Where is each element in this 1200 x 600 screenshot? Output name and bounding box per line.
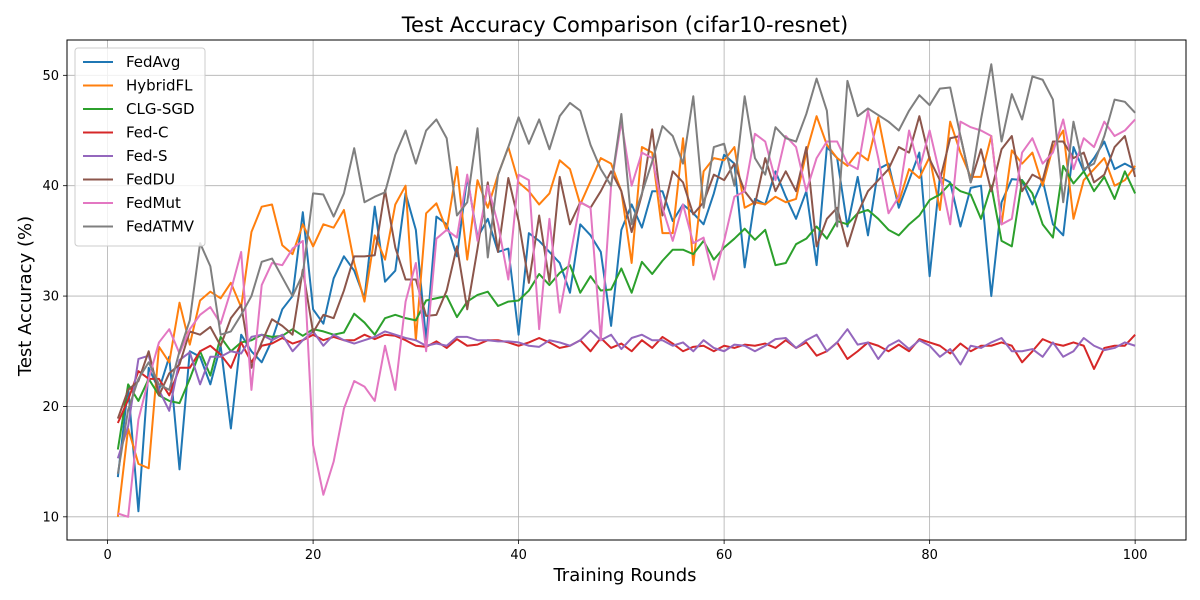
y-tick-label: 10 (42, 510, 59, 525)
grid-lines (67, 40, 1186, 540)
legend-label: FedMut (126, 194, 181, 212)
series-line-fedmut (117, 109, 1136, 518)
chart-title: Test Accuracy Comparison (cifar10-resnet… (401, 13, 848, 37)
y-axis-title: Test Accuracy (%) (15, 216, 36, 377)
series-line-clg-sgd (116, 164, 1137, 450)
legend-label: Fed-S (126, 147, 168, 165)
series-line-hybridfl (116, 115, 1136, 517)
series-line-fedavg (116, 140, 1136, 513)
legend: FedAvg HybridFL CLG-SGD Fed-C Fed-S FedDU FedM… (74, 47, 206, 247)
legend-label: Fed-C (126, 124, 168, 142)
x-axis-title: Training Rounds (552, 565, 696, 586)
series-line-fedatmv (116, 63, 1136, 474)
legend-label: FedAvg (126, 53, 180, 71)
legend-label: HybridFL (126, 77, 193, 95)
legend-label: CLG-SGD (126, 100, 195, 118)
x-tick-label: 40 (510, 548, 527, 563)
series-lines (116, 63, 1137, 518)
legend-label: FedDU (126, 171, 175, 189)
y-tick-label: 30 (42, 290, 59, 305)
y-axis-ticks: 10 20 30 40 50 (42, 69, 67, 525)
plot-frame (66, 39, 1187, 541)
x-tick-label: 100 (1123, 548, 1148, 563)
legend-box (74, 47, 206, 247)
y-tick-label: 20 (42, 400, 59, 415)
x-tick-label: 60 (716, 548, 733, 563)
y-tick-label: 50 (42, 69, 59, 84)
x-tick-label: 0 (103, 548, 111, 563)
x-tick-label: 80 (921, 548, 938, 563)
x-axis-ticks: 0 20 40 60 80 100 (103, 540, 1148, 563)
y-tick-label: 40 (42, 179, 59, 194)
series-line-fed-s (116, 328, 1136, 459)
x-tick-label: 20 (305, 548, 322, 563)
legend-label: FedATMV (126, 218, 195, 236)
series-line-fed-c (116, 333, 1136, 424)
